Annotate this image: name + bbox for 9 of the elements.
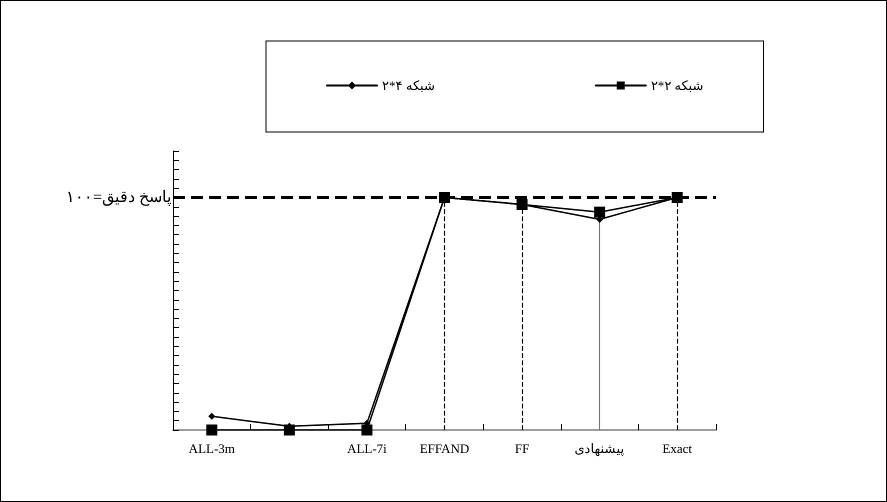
legend-label: شبکه ۴*۲ xyxy=(382,78,435,93)
legend-label: شبکه ۲*۲ xyxy=(650,78,704,93)
x-tick-label: ALL-3m xyxy=(188,441,235,456)
x-tick-label: ALL-7i xyxy=(347,441,388,456)
x-tick-label: پیشنهادی xyxy=(574,441,625,457)
x-tick-label: EFFAND xyxy=(420,441,470,456)
ref-line-label: پاسخ دقیق=۱۰۰ xyxy=(66,189,171,206)
x-tick-label: Exact xyxy=(662,441,692,456)
x-tick-label: FF xyxy=(514,441,530,456)
